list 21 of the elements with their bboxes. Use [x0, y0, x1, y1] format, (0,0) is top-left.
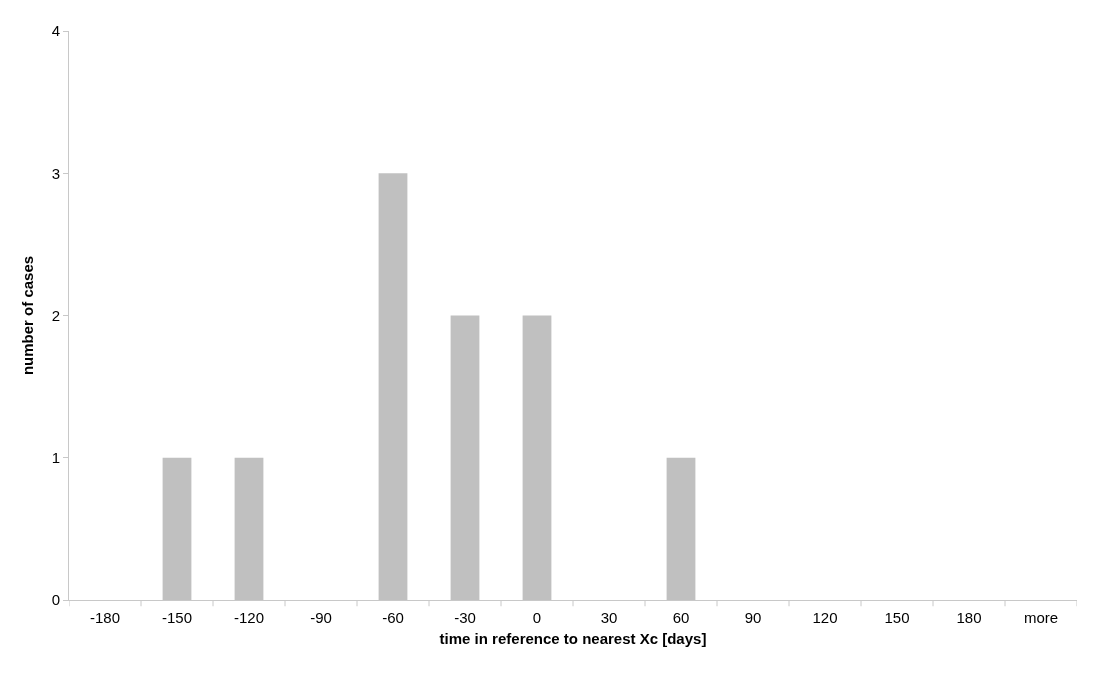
x-axis-title: time in reference to nearest Xc [days] — [439, 630, 707, 647]
y-tick-label: 2 — [51, 306, 60, 324]
x-tick-label: 120 — [812, 609, 838, 626]
x-tick-label: 60 — [672, 609, 690, 626]
y-tick-label: 0 — [51, 591, 60, 609]
y-axis-title: number of cases — [18, 255, 36, 376]
x-tick-label: 0 — [532, 609, 542, 626]
y-tick-label: 1 — [51, 449, 60, 466]
x-tick-label: -90 — [310, 609, 332, 626]
x-tick-label: -150 — [161, 609, 193, 626]
x-tick-label: -60 — [382, 609, 404, 626]
x-tick-label: 180 — [956, 609, 982, 626]
y-tick-label: 4 — [51, 22, 60, 40]
x-tick-label: 90 — [744, 609, 762, 626]
x-tick-label: -30 — [454, 609, 476, 626]
x-tick-label: -180 — [89, 609, 121, 626]
x-tick-label: 30 — [600, 609, 618, 626]
y-tick-label: 3 — [51, 164, 60, 182]
x-tick-label: 150 — [884, 609, 910, 626]
x-tick-label: more — [1023, 609, 1059, 626]
x-tick-label: -120 — [233, 609, 265, 626]
